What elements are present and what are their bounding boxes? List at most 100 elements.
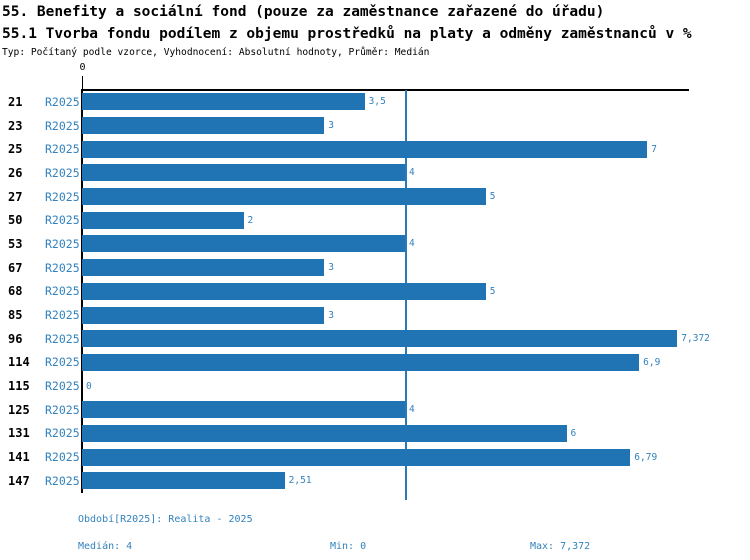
chart-row: 67 R2025 3 bbox=[0, 256, 750, 280]
chart-row: 115 R2025 0 bbox=[0, 374, 750, 398]
footer-period-label: Období[R2025]: Realita - 2025 bbox=[78, 514, 253, 525]
chart-row: 26 R2025 4 bbox=[0, 161, 750, 185]
bar-value-label: 2,51 bbox=[288, 475, 312, 487]
row-series-label: R2025 bbox=[45, 284, 80, 299]
bar-track: 4 bbox=[82, 398, 750, 422]
bar-value-label: 3 bbox=[328, 309, 334, 321]
row-series-label: R2025 bbox=[45, 355, 80, 370]
row-category-label: 85 bbox=[8, 308, 23, 323]
bar bbox=[82, 306, 325, 324]
row-category-label: 131 bbox=[8, 426, 30, 441]
row-category-label: 21 bbox=[8, 94, 23, 109]
bar-value-label: 3,5 bbox=[368, 96, 386, 108]
row-series-label: R2025 bbox=[45, 213, 80, 228]
row-series-label: R2025 bbox=[45, 450, 80, 465]
row-series-label: R2025 bbox=[45, 165, 80, 180]
row-series-label: R2025 bbox=[45, 426, 80, 441]
row-category-label: 68 bbox=[8, 284, 23, 299]
bar-track: 7 bbox=[82, 137, 750, 161]
chart-meta-line: Typ: Počítaný podle vzorce, Vyhodnocení:… bbox=[2, 47, 430, 58]
row-category-label: 147 bbox=[8, 473, 30, 488]
chart-row: 125 R2025 4 bbox=[0, 398, 750, 422]
row-series-label: R2025 bbox=[45, 308, 80, 323]
row-series-label: R2025 bbox=[45, 379, 80, 394]
row-category-label: 23 bbox=[8, 118, 23, 133]
bar-value-label: 7,372 bbox=[681, 333, 710, 345]
row-series-label: R2025 bbox=[45, 331, 80, 346]
bar-track: 3 bbox=[82, 303, 750, 327]
bar bbox=[82, 235, 405, 253]
bar-value-label: 5 bbox=[489, 285, 496, 297]
bar bbox=[82, 188, 486, 206]
row-series-label: R2025 bbox=[45, 402, 80, 417]
bar bbox=[82, 424, 567, 442]
bar-track: 3,5 bbox=[82, 90, 750, 114]
chart-row: 23 R2025 3 bbox=[0, 114, 750, 138]
bar bbox=[82, 140, 648, 158]
row-category-label: 67 bbox=[8, 260, 23, 275]
bar-value-label: 4 bbox=[409, 167, 415, 179]
chart-row: 85 R2025 3 bbox=[0, 303, 750, 327]
bar-track: 5 bbox=[82, 280, 750, 304]
bar-value-label: 4 bbox=[409, 238, 415, 250]
chart-row: 96 R2025 7,372 bbox=[0, 327, 750, 351]
chart-rows: 21 R2025 3,5 23 R2025 3 25 R2025 7 26 R2025 4 27 R202… bbox=[0, 90, 750, 493]
bar-value-label: 3 bbox=[328, 262, 334, 274]
bar bbox=[82, 282, 486, 300]
bar-track: 6,79 bbox=[82, 445, 750, 469]
row-series-label: R2025 bbox=[45, 260, 80, 275]
x-axis-zero-tick-mark bbox=[81, 76, 83, 89]
chart-row: 25 R2025 7 bbox=[0, 137, 750, 161]
bar-track: 2 bbox=[82, 208, 750, 232]
row-category-label: 114 bbox=[8, 355, 30, 370]
bar bbox=[82, 211, 244, 229]
row-series-label: R2025 bbox=[45, 94, 80, 109]
chart-row: 131 R2025 6 bbox=[0, 422, 750, 446]
bar bbox=[82, 330, 678, 348]
row-category-label: 125 bbox=[8, 402, 30, 417]
x-axis-zero-tick-label: 0 bbox=[79, 62, 86, 73]
chart-row: 50 R2025 2 bbox=[0, 208, 750, 232]
bar bbox=[82, 259, 325, 277]
bar-track: 3 bbox=[82, 114, 750, 138]
chart-row: 68 R2025 5 bbox=[0, 280, 750, 304]
bar bbox=[82, 472, 285, 490]
bar-value-label: 4 bbox=[409, 404, 415, 416]
bar-track: 0 bbox=[82, 374, 750, 398]
chart-row: 21 R2025 3,5 bbox=[0, 90, 750, 114]
row-category-label: 115 bbox=[8, 379, 30, 394]
chart-row: 53 R2025 4 bbox=[0, 232, 750, 256]
bar-value-label: 7 bbox=[651, 143, 657, 155]
bar-value-label: 0 bbox=[86, 380, 92, 392]
row-series-label: R2025 bbox=[45, 142, 80, 157]
row-category-label: 26 bbox=[8, 165, 23, 180]
footer-min-stat: Min: 0 bbox=[330, 541, 367, 552]
row-series-label: R2025 bbox=[45, 473, 80, 488]
row-series-label: R2025 bbox=[45, 189, 80, 204]
bar-track: 5 bbox=[82, 185, 750, 209]
x-axis-line bbox=[82, 89, 689, 91]
chart-row: 147 R2025 2,51 bbox=[0, 469, 750, 493]
bar bbox=[82, 448, 631, 466]
bar bbox=[82, 117, 325, 135]
chart-row: 114 R2025 6,9 bbox=[0, 351, 750, 375]
bar bbox=[82, 164, 405, 182]
bar-track: 6,9 bbox=[82, 351, 750, 375]
bar-track: 2,51 bbox=[82, 469, 750, 493]
row-category-label: 96 bbox=[8, 331, 23, 346]
bar-value-label: 3 bbox=[328, 120, 334, 132]
row-category-label: 141 bbox=[8, 450, 30, 465]
bar-value-label: 6,9 bbox=[643, 356, 661, 368]
chart-row: 141 R2025 6,79 bbox=[0, 445, 750, 469]
row-category-label: 27 bbox=[8, 189, 23, 204]
bar-track: 7,372 bbox=[82, 327, 750, 351]
bar-value-label: 2 bbox=[247, 214, 254, 226]
bar bbox=[82, 353, 640, 371]
row-series-label: R2025 bbox=[45, 118, 80, 133]
row-series-label: R2025 bbox=[45, 236, 80, 251]
bar-value-label: 6,79 bbox=[634, 451, 658, 463]
bar-value-label: 6 bbox=[570, 427, 577, 439]
bar-track: 4 bbox=[82, 161, 750, 185]
chart-row: 27 R2025 5 bbox=[0, 185, 750, 209]
